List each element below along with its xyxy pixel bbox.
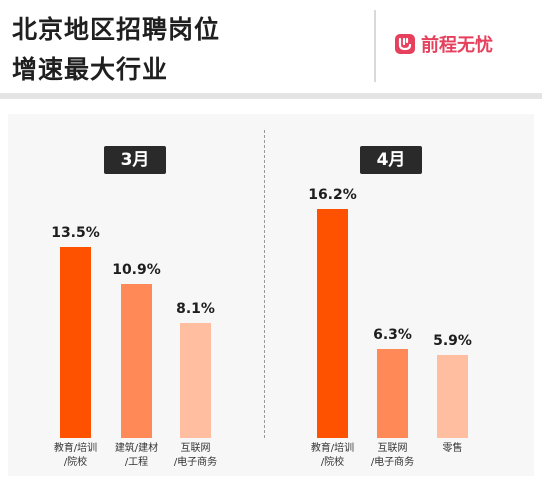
month-label-2: 4月	[360, 146, 422, 174]
data-label-2-2: 6.3%	[373, 327, 412, 343]
category-label-1-1: 教育/培训/院校	[53, 443, 98, 468]
data-label-2-3: 5.9%	[433, 333, 472, 349]
header-divider	[374, 10, 376, 82]
category-label-2-2: 互联网/电子商务	[370, 443, 415, 468]
category-label-1-2: 建筑/建材/工程	[114, 443, 159, 468]
panel-divider	[264, 130, 265, 438]
bar-1-3	[180, 323, 211, 438]
category-label-2-3: 零售	[442, 443, 463, 454]
header: 北京地区招聘岗位 增速最大行业 前程无忧	[0, 0, 542, 93]
brand-name: 前程无忧	[421, 35, 493, 56]
bar-2-2	[377, 349, 408, 438]
data-label-2-1: 16.2%	[308, 187, 357, 203]
page-subtitle: 增速最大行业	[12, 55, 169, 84]
category-label-2-1: 教育/培训/院校	[310, 443, 355, 468]
data-label-1-3: 8.1%	[176, 301, 215, 317]
bar-1-2	[121, 284, 152, 438]
header-separator	[0, 93, 542, 99]
bar-2-1	[317, 209, 348, 438]
bar-2-3	[437, 355, 468, 438]
bar-1-1	[60, 247, 91, 438]
data-label-1-2: 10.9%	[112, 262, 161, 278]
brand-mark-icon	[395, 34, 415, 54]
category-label-1-3: 互联网/电子商务	[173, 443, 218, 468]
data-label-1-1: 13.5%	[51, 225, 100, 241]
month-label-1: 3月	[104, 146, 166, 174]
page-title: 北京地区招聘岗位	[12, 15, 221, 44]
brand-logo: 前程无忧	[395, 32, 493, 56]
